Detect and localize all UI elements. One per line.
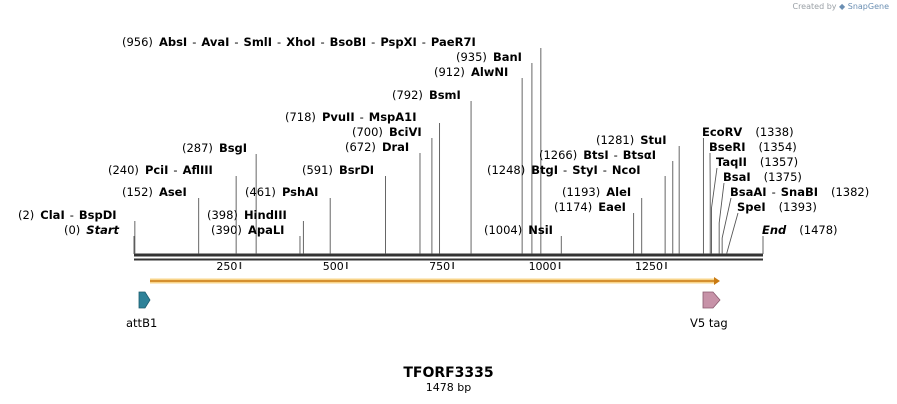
axis-tick-label-250: 250 (216, 260, 237, 273)
cut-line-1382 (721, 197, 732, 254)
axis-ticks: 250 500 750 1000 1250 (216, 260, 667, 273)
enzyme-label-591[interactable]: (591) BsrDI (302, 163, 375, 177)
enzyme-label-461[interactable]: (461) PshAI (245, 185, 319, 199)
enzyme-label-1338[interactable]: EcoRV (1338) (702, 125, 794, 139)
cut-line-1375 (718, 182, 725, 254)
enzyme-label-956[interactable]: (956) AbsI - AvaI - SmlI - XhoI - BsoBI - PspXI - Pae… (122, 35, 476, 49)
enzyme-label-1193[interactable]: (1193) AleI (562, 185, 632, 199)
enzyme-label-1281[interactable]: (1281) StuI (596, 133, 667, 147)
enzyme-label-700[interactable]: (700) BciVI (352, 125, 422, 139)
orf-arrow-head (714, 277, 720, 285)
enzyme-label-935[interactable]: (935) BanI (456, 50, 522, 64)
enzyme-label-1174[interactable]: (1174) EaeI (554, 200, 626, 214)
enzyme-label-1393[interactable]: SpeI (1393) (737, 200, 817, 214)
enzyme-label-1248[interactable]: (1248) BtgI - StyI - NcoI (487, 163, 641, 177)
enzyme-label-718[interactable]: (718) PvuII - MspA1I (285, 110, 417, 124)
axis-tick-label-1000: 1000 (529, 260, 557, 273)
enzyme-label-152[interactable]: (152) AseI (122, 185, 187, 199)
enzyme-label-1354[interactable]: BseRI (1354) (709, 140, 797, 154)
enzyme-label-398[interactable]: (398) HindIII (207, 208, 287, 222)
axis-tick-label-1250: 1250 (635, 260, 663, 273)
enzyme-label-1357[interactable]: TaqII (1357) (716, 155, 799, 169)
attb1-label: attB1 (126, 316, 158, 330)
credit-brand: SnapGene (847, 2, 889, 11)
v5-tag-feature-arrow[interactable] (702, 291, 721, 309)
cut-line-1393 (726, 212, 739, 254)
attb1-feature-arrow[interactable] (138, 291, 151, 309)
v5-tag-label: V5 tag (690, 316, 728, 330)
start-label: (0) Start (64, 223, 120, 237)
credit-prefix: Created by (792, 2, 837, 11)
enzyme-label-287[interactable]: (287) BsgI (182, 141, 248, 155)
enzyme-label-390[interactable]: (390) ApaLI (211, 223, 285, 237)
cut-line-1357 (711, 167, 718, 254)
axis-tick-label-750: 750 (429, 260, 450, 273)
enzyme-label-1375[interactable]: BsaI (1375) (723, 170, 802, 184)
enzyme-label-1266[interactable]: (1266) BtsI - BtsαI (539, 148, 657, 162)
enzyme-label-1004[interactable]: (1004) NsiI (484, 223, 553, 237)
snapgene-credit: Created by ◆ SnapGene (792, 2, 889, 11)
enzyme-label-912[interactable]: (912) AlwNI (434, 65, 509, 79)
enzyme-label-672[interactable]: (672) DraI (345, 140, 410, 154)
end-label: End (1478) (762, 223, 838, 237)
enzyme-label-792[interactable]: (792) BsmI (392, 88, 461, 102)
cut-site-lines (133, 48, 764, 254)
enzyme-label-240[interactable]: (240) PciI - AflIII (108, 163, 213, 177)
plasmid-length: 1478 bp (425, 381, 472, 394)
plasmid-name: TFORF3335 (403, 365, 494, 381)
enzyme-label-1382[interactable]: BsaAI - SnaBI (1382) (730, 185, 870, 199)
snapgene-logo-icon: ◆ (839, 2, 846, 11)
axis-tick-label-500: 500 (323, 260, 344, 273)
enzyme-label-2[interactable]: (2) ClaI - BspDI (18, 208, 117, 222)
